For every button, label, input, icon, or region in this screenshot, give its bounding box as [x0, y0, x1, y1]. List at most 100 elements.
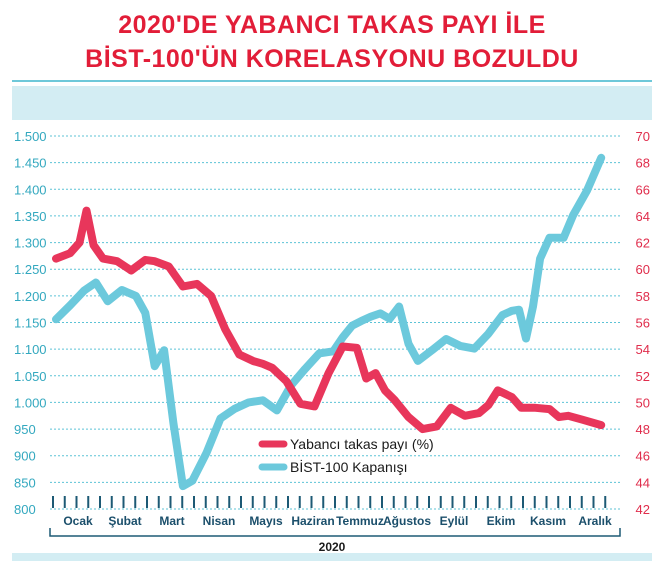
left-tick-label: 900: [14, 449, 36, 464]
x-minor-tick: [416, 496, 419, 508]
x-minor-tick: [475, 496, 477, 508]
x-minor-tick: [439, 496, 442, 508]
x-minor-tick: [87, 496, 90, 508]
x-tick-label: Ocak: [63, 514, 93, 528]
x-minor-tick: [75, 496, 78, 508]
footer-band: [12, 553, 652, 561]
x-minor-tick: [216, 496, 219, 508]
x-minor-tick: [99, 496, 101, 508]
left-tick-label: 1.250: [14, 262, 47, 277]
x-tick-label: Nisan: [203, 514, 236, 528]
x-minor-tick: [451, 496, 454, 508]
x-minor-tick: [122, 496, 125, 508]
right-tick-label: 58: [636, 289, 650, 304]
x-tick-label: Mayıs: [249, 514, 283, 528]
series-line-takas: [52, 206, 606, 434]
x-tick-label: Ekim: [487, 514, 516, 528]
x-tick-label: Haziran: [291, 514, 334, 528]
left-tick-label: 950: [14, 422, 36, 437]
chart-title-line-2: BİST-100'ÜN KORELASYONU BOZULDU: [85, 45, 579, 73]
x-minor-tick: [404, 496, 407, 508]
x-minor-tick: [498, 496, 501, 508]
x-minor-tick: [240, 496, 242, 508]
x-minor-tick: [263, 496, 266, 508]
right-tick-label: 68: [636, 156, 650, 171]
x-minor-tick: [251, 496, 254, 508]
x-minor-tick: [63, 496, 66, 508]
x-minor-tick: [510, 496, 513, 508]
title-divider: [12, 80, 652, 82]
right-tick-label: 62: [636, 236, 650, 251]
legend-label-bist: BİST-100 Kapanışı: [290, 458, 408, 475]
right-tick-label: 52: [636, 369, 650, 384]
legend: Yabancı takas payı (%) BİST-100 Kapanışı: [258, 436, 434, 475]
right-tick-label: 60: [636, 262, 650, 277]
left-tick-label: 1.500: [14, 129, 47, 144]
x-minor-tick: [146, 496, 148, 508]
left-tick-label: 1.150: [14, 316, 47, 331]
right-tick-label: 50: [636, 395, 650, 410]
right-tick-label: 70: [636, 129, 650, 144]
x-tick-label: Temmuz: [336, 514, 384, 528]
x-tick-label: Ağustos: [383, 514, 431, 528]
right-tick-label: 64: [636, 209, 650, 224]
x-minor-tick: [334, 496, 336, 508]
legend-label-takas: Yabancı takas payı (%): [290, 436, 434, 452]
right-tick-label: 42: [636, 502, 650, 517]
x-tick-label: Eylül: [440, 514, 469, 528]
left-tick-label: 1.000: [14, 395, 47, 410]
right-axis-ticks: 42 44 46 48 50 52 54 56 58 60 62 64 66 68 70: [636, 129, 650, 517]
x-minor-tick: [298, 496, 301, 508]
x-minor-tick: [204, 496, 207, 508]
x-minor-tick: [392, 496, 395, 508]
x-minor-tick: [228, 496, 231, 508]
x-minor-tick: [310, 496, 313, 508]
left-tick-label: 850: [14, 475, 36, 490]
x-minor-tick: [181, 496, 184, 508]
right-tick-label: 46: [636, 449, 650, 464]
left-tick-label: 1.200: [14, 289, 47, 304]
x-minor-tick: [193, 496, 195, 508]
x-minor-tick: [604, 496, 607, 508]
x-minor-tick: [134, 496, 137, 508]
left-tick-label: 1.350: [14, 209, 47, 224]
x-minor-tick: [287, 496, 289, 508]
left-tick-label: 1.100: [14, 342, 47, 357]
header-band: [12, 86, 652, 120]
x-minor-tick: [275, 496, 278, 508]
x-minor-tick: [486, 496, 489, 508]
x-minor-tick: [569, 496, 571, 508]
x-minor-tick: [557, 496, 560, 508]
left-tick-label: 1.050: [14, 369, 47, 384]
x-minor-tick: [157, 496, 160, 508]
x-minor-tick: [545, 496, 548, 508]
x-minor-tick: [428, 496, 430, 508]
x-tick-label: Kasım: [530, 514, 566, 528]
x-tick-label: Mart: [159, 514, 184, 528]
left-tick-label: 800: [14, 502, 36, 517]
x-minor-tick: [522, 496, 524, 508]
x-axis-bracket: [49, 528, 621, 537]
x-minor-tick: [345, 496, 348, 508]
x-axis-label: 2020: [319, 540, 346, 554]
right-tick-label: 48: [636, 422, 650, 437]
x-minor-tick: [322, 496, 325, 508]
x-minor-tick: [381, 496, 383, 508]
x-tick-label: Şubat: [108, 514, 141, 528]
left-tick-label: 1.400: [14, 182, 47, 197]
x-axis: Ocak Şubat Mart Nisan Mayıs Haziran Temmuz Ağus…: [49, 496, 621, 537]
x-minor-tick: [533, 496, 536, 508]
grid-lines: [50, 135, 620, 510]
x-tick-label: Aralık: [578, 514, 612, 528]
left-tick-label: 1.450: [14, 156, 47, 171]
x-minor-tick: [463, 496, 466, 508]
series-line-bist: [52, 153, 606, 491]
x-minor-tick: [592, 496, 595, 508]
series-layer: [52, 153, 606, 491]
left-axis-ticks: 800 850 900 950 1.000 1.050 1.100 1.150 1.200 1.2…: [14, 129, 47, 517]
x-minor-tick: [369, 496, 372, 508]
x-minor-tick: [580, 496, 583, 508]
x-minor-tick: [52, 496, 54, 508]
x-minor-tick: [110, 496, 113, 508]
